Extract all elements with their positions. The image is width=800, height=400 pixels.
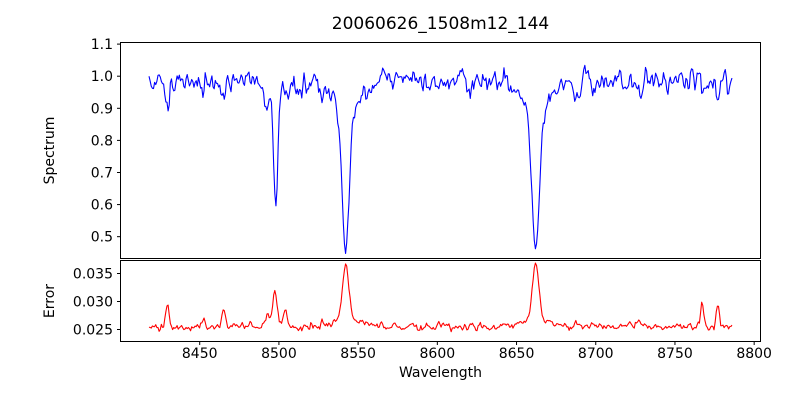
x-tick-label: 8550 bbox=[340, 346, 376, 362]
x-axis-label: Wavelength bbox=[399, 365, 482, 381]
spectrum-y-tick-label: 0.5 bbox=[91, 230, 113, 246]
error-line bbox=[148, 262, 733, 333]
x-tick-label: 8450 bbox=[182, 346, 218, 362]
error-y-tick-label: 0.025 bbox=[73, 323, 113, 339]
x-tick-label: 8700 bbox=[578, 346, 614, 362]
spectrum-y-tick-label: 0.8 bbox=[91, 133, 113, 149]
x-tick-label: 8750 bbox=[657, 346, 693, 362]
x-tick-label: 8650 bbox=[499, 346, 535, 362]
spectrum-y-tick-label: 0.6 bbox=[91, 198, 113, 214]
spectrum-y-tick-label: 1.0 bbox=[91, 69, 113, 85]
plot-area: 0.5 0.6 0.7 0.8 0.9 1.0 1.1 0.025 0.030 0.035 8450… bbox=[73, 37, 772, 362]
spectrum-line bbox=[148, 64, 733, 255]
chart-title: 20060626_1508m12_144 bbox=[332, 14, 549, 34]
spectrum-y-axis-label: Spectrum bbox=[42, 117, 58, 185]
x-tick-label: 8600 bbox=[420, 346, 456, 362]
spectrum-y-tick-label: 0.7 bbox=[91, 165, 113, 181]
error-y-tick-label: 0.030 bbox=[73, 295, 113, 311]
spectrum-y-tick-label: 0.9 bbox=[91, 101, 113, 117]
spectrum-y-tick-label: 1.1 bbox=[91, 37, 113, 53]
error-axes-frame bbox=[120, 260, 761, 342]
error-y-tick-label: 0.035 bbox=[73, 266, 113, 282]
x-tick-label: 8500 bbox=[261, 346, 297, 362]
error-y-axis-label: Error bbox=[42, 284, 58, 318]
spectrum-axes-frame bbox=[120, 42, 761, 259]
x-tick-label: 8800 bbox=[736, 346, 772, 362]
